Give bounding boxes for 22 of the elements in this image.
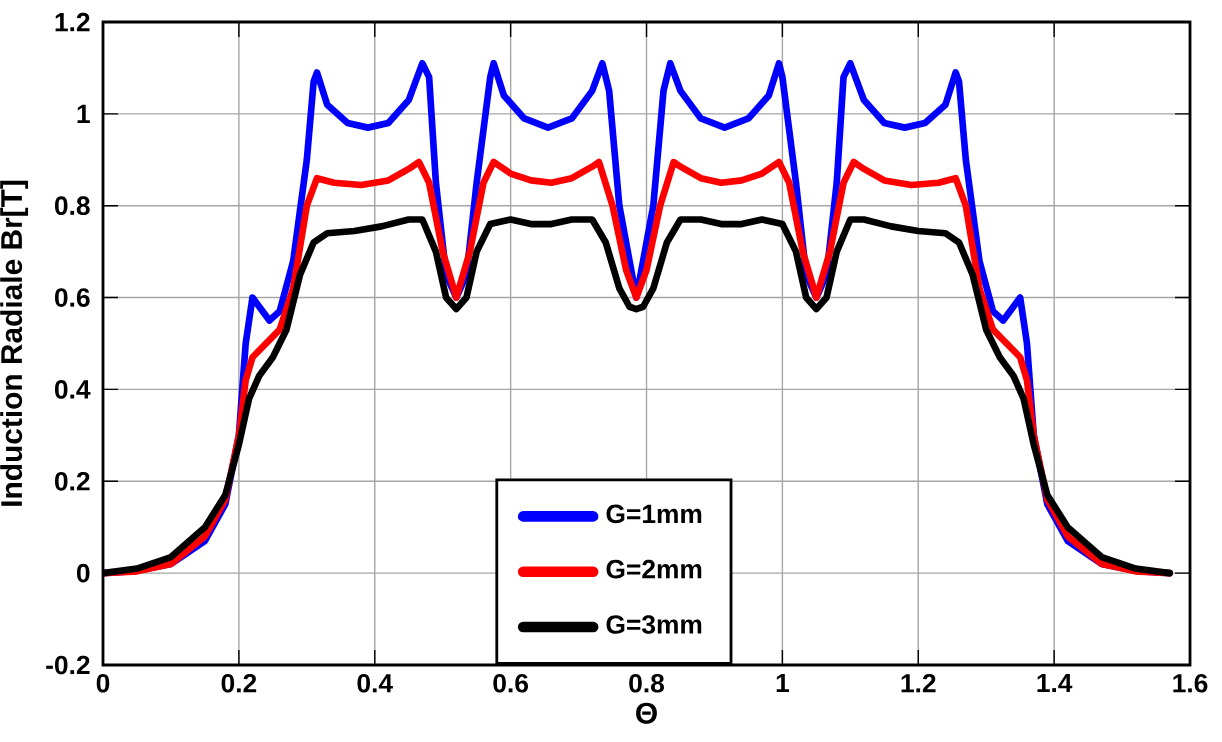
y-tick-label: 1 [77,104,90,123]
y-tick-label: 1.2 [55,12,90,32]
y-tick-label: 0.6 [54,288,90,307]
x-tick-label: 0.8 [629,673,665,693]
y-tick-label: 0.2 [54,471,90,491]
y-tick-label: 0 [76,563,90,583]
y-tick-label: 0.4 [54,380,91,399]
x-tick-label: 1.2 [901,673,936,693]
legend-label: G=2mm [606,559,702,579]
x-tick-label: 1.4 [1037,673,1073,693]
x-tick-label: 0.6 [493,673,529,693]
legend-label: G=1mm [606,504,702,524]
y-axis-title: Induction Radiale Br[T] [0,180,29,506]
x-tick-label: 1 [776,673,789,693]
y-tick-label: 0.8 [54,196,90,216]
x-tick-label: 0 [96,673,110,693]
x-axis-title: Θ [636,702,657,724]
y-tick-label: -0.2 [46,655,90,675]
x-tick-label: 0.4 [357,673,393,693]
x-tick-label: 1.6 [1173,673,1208,693]
x-tick-label: 0.2 [221,673,257,693]
legend-label: G=3mm [606,615,702,634]
